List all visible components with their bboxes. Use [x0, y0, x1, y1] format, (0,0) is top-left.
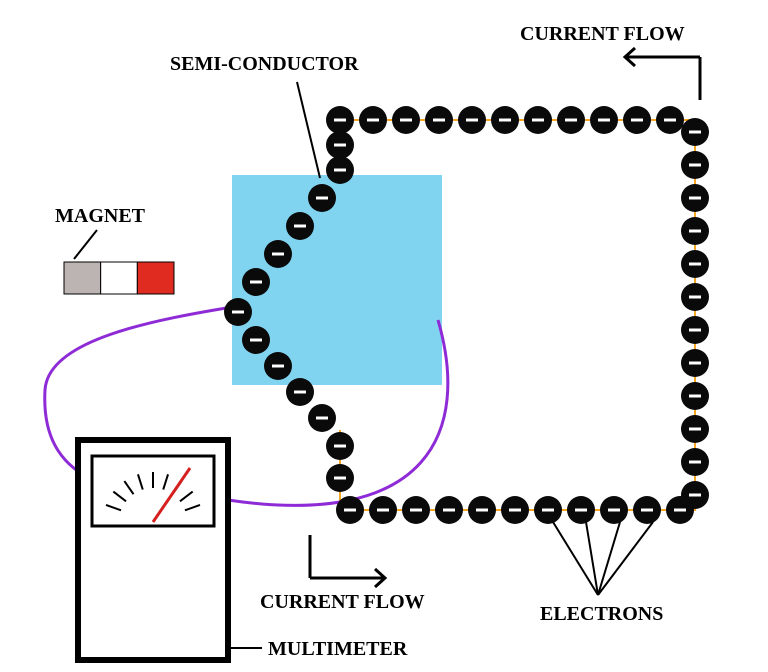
magnet-segment	[64, 262, 101, 294]
electron	[681, 151, 709, 179]
electron	[359, 106, 387, 134]
electron	[392, 106, 420, 134]
electron	[264, 240, 292, 268]
electron	[286, 212, 314, 240]
label-multimeter: MULTIMETER	[268, 638, 408, 660]
electron	[681, 217, 709, 245]
electron	[491, 106, 519, 134]
electron	[308, 184, 336, 212]
electron	[326, 432, 354, 460]
label-electrons: ELECTRONS	[540, 603, 663, 625]
magnet-segment	[137, 262, 174, 294]
electron	[468, 496, 496, 524]
label-magnet: MAGNET	[55, 205, 146, 227]
electron	[666, 496, 694, 524]
electron	[681, 283, 709, 311]
electron	[264, 352, 292, 380]
electron	[633, 496, 661, 524]
magnet-segment	[101, 262, 138, 294]
electron	[681, 382, 709, 410]
multimeter-gauge	[92, 456, 214, 526]
electron	[369, 496, 397, 524]
electron	[308, 404, 336, 432]
electron	[681, 250, 709, 278]
electron	[557, 106, 585, 134]
electron	[458, 106, 486, 134]
electron	[326, 464, 354, 492]
electron	[681, 118, 709, 146]
electron	[681, 184, 709, 212]
electron	[524, 106, 552, 134]
electron	[326, 156, 354, 184]
electron	[242, 326, 270, 354]
electron	[590, 106, 618, 134]
electron	[224, 298, 252, 326]
electron	[336, 496, 364, 524]
electron	[402, 496, 430, 524]
electron	[623, 106, 651, 134]
electron	[425, 106, 453, 134]
electron	[600, 496, 628, 524]
electron	[681, 316, 709, 344]
electron	[501, 496, 529, 524]
label-semiconductor: SEMI-CONDUCTOR	[170, 53, 359, 75]
label-current-flow-top: CURRENT FLOW	[520, 23, 685, 45]
electron	[242, 268, 270, 296]
electron	[681, 448, 709, 476]
electron	[656, 106, 684, 134]
electron	[567, 496, 595, 524]
electron	[435, 496, 463, 524]
electron	[286, 378, 314, 406]
electron	[326, 131, 354, 159]
label-current-flow-bottom: CURRENT FLOW	[260, 591, 425, 613]
electron	[326, 106, 354, 134]
electron	[681, 415, 709, 443]
electron	[534, 496, 562, 524]
electron	[681, 349, 709, 377]
